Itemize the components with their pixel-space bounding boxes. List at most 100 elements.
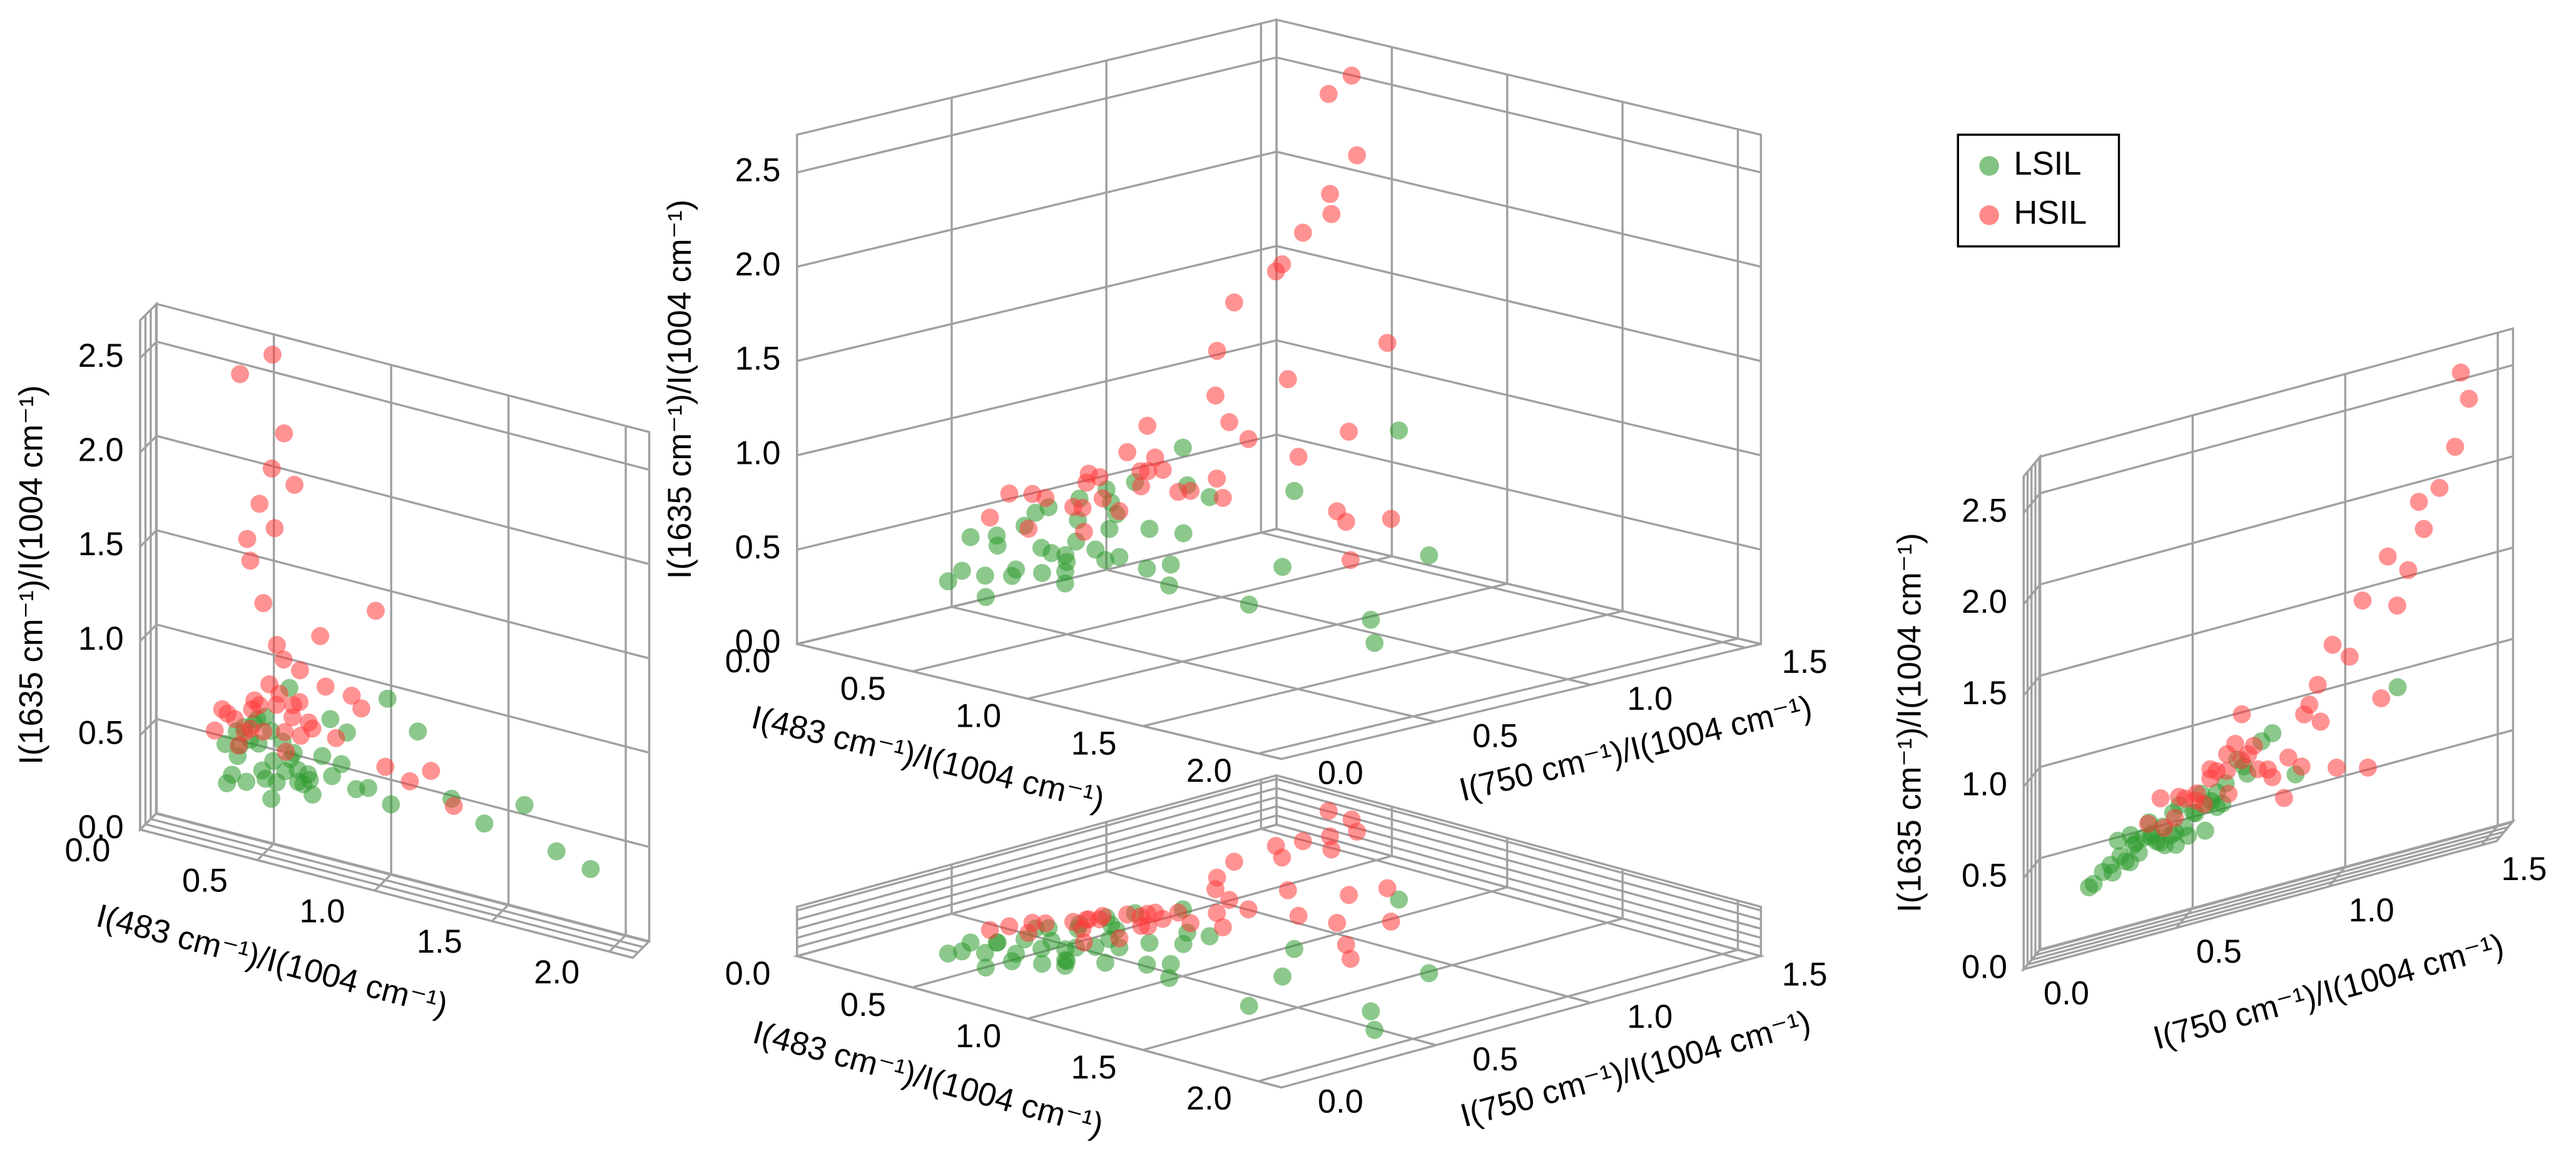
point [1213,488,1232,507]
z-tick-label: 1.0 [1962,766,2007,803]
point [1036,914,1055,933]
grid-line [1260,827,1746,961]
point [1174,524,1193,543]
point [1273,255,1291,274]
point [303,785,322,804]
x-tick-label: 1.0 [299,893,345,930]
point [953,942,971,961]
grid-line [2022,583,2041,605]
point [313,747,332,766]
grid-line [797,150,1277,268]
grid-line [1258,637,1738,755]
point [1079,464,1098,483]
point [2388,678,2407,697]
point [1240,595,1258,614]
point [1169,483,1188,501]
x-tick-label: 2.0 [1186,752,1232,789]
grid-line [797,805,1277,939]
x-tick-label: 0.0 [725,643,771,680]
point [2311,712,2330,731]
point [1002,566,1021,585]
x-tick-label: 2.0 [1186,1080,1232,1117]
point [1390,421,1408,440]
point [2187,784,2206,803]
point [267,773,286,792]
grid-line [140,828,633,959]
y-tick-label: 0.5 [2196,933,2242,970]
point [268,636,286,654]
point [264,752,283,771]
x-axis-title: I(483 cm⁻¹)/I(1004 cm⁻¹) [748,699,1108,818]
z-tick-label: 2.0 [735,246,781,283]
point [547,842,566,861]
point [2327,758,2346,777]
grid-line [156,623,650,754]
z-tick-label: 0.0 [735,623,781,660]
grid-line [2040,546,2513,677]
grid-line [797,814,1277,948]
point [1032,955,1051,973]
point [977,958,995,977]
point [1118,905,1137,924]
point [321,710,340,729]
grid-line [2328,866,2346,888]
point [2226,734,2244,753]
point [1000,484,1019,503]
point [382,795,400,814]
grid-line [139,623,158,642]
grid-line [797,528,1277,645]
grid-line [797,823,1277,958]
z-tick-label: 1.5 [1962,675,2007,712]
point [2080,878,2099,896]
grid-line [1027,582,1508,700]
point [1225,853,1243,871]
point [1285,481,1304,500]
point [218,774,237,792]
grid-line [1276,777,1761,912]
z-tick-label: 1.5 [735,341,781,377]
point [1110,502,1129,520]
point [1240,996,1258,1015]
point [1289,448,1308,466]
grid-line [912,555,1392,673]
point [1322,205,1341,223]
y-tick-label: 0.0 [1318,1083,1363,1120]
point [400,772,419,791]
point [2358,758,2377,777]
point [980,921,999,940]
grid-line [797,245,1277,362]
point [581,860,600,878]
point [1096,551,1114,570]
x-tick-label: 1.5 [1071,725,1117,762]
point [2151,789,2170,807]
point [1278,881,1297,899]
point [299,713,318,732]
point [1079,910,1098,929]
legend-marker [1979,205,1999,225]
point [475,814,494,833]
point [262,459,281,478]
point [2279,748,2298,767]
point [1293,223,1312,242]
point [1026,503,1045,522]
y-tick-label: 0.5 [1472,717,1518,754]
x-tick-label: 0.5 [840,670,886,707]
point [961,528,980,546]
point [1000,917,1019,936]
point [976,943,994,962]
point [1321,185,1340,203]
grid-line [1276,339,1761,457]
z-tick-label: 2.5 [1962,492,2007,529]
grid-line [2022,858,2041,879]
point [1139,462,1158,480]
point [2196,821,2214,840]
grid-line [2022,766,2041,787]
legend-label: HSIL [2014,195,2087,232]
point [2340,647,2359,666]
legend-label: LSIL [2014,145,2082,182]
point [2166,809,2184,827]
legend-box [1957,133,2120,248]
point [1161,955,1180,973]
grid-line [139,435,158,453]
point [1362,610,1380,629]
